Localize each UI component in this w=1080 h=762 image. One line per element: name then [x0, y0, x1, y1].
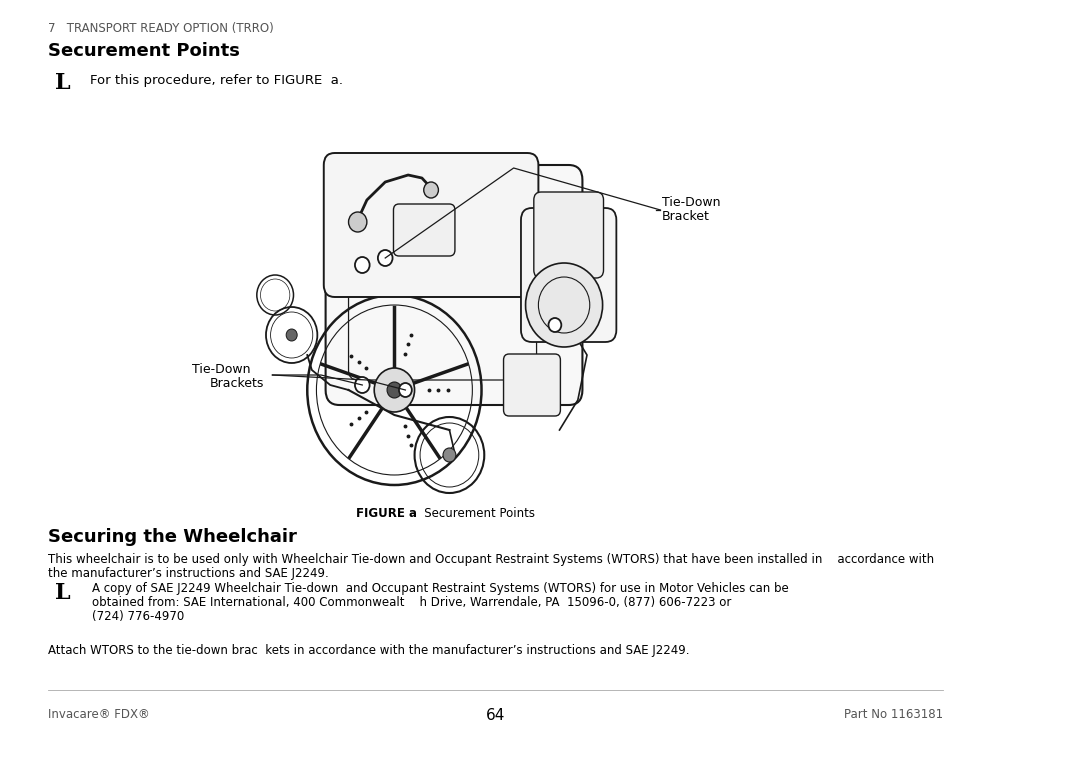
Text: Tie-Down: Tie-Down	[191, 363, 251, 376]
Text: A copy of SAE J2249 Wheelchair Tie-down  and Occupant Restraint Systems (WTORS) : A copy of SAE J2249 Wheelchair Tie-down …	[92, 582, 788, 595]
Text: Tie-Down: Tie-Down	[662, 196, 720, 209]
Circle shape	[423, 182, 438, 198]
Circle shape	[355, 377, 369, 393]
FancyBboxPatch shape	[324, 153, 539, 297]
Circle shape	[378, 250, 392, 266]
Text: 7   TRANSPORT READY OPTION (TRRO): 7 TRANSPORT READY OPTION (TRRO)	[48, 22, 273, 35]
Text: (724) 776-4970: (724) 776-4970	[92, 610, 184, 623]
Circle shape	[387, 382, 402, 398]
Text: L: L	[55, 582, 70, 604]
Text: For this procedure, refer to FIGURE  a.: For this procedure, refer to FIGURE a.	[90, 74, 342, 87]
Text: Securement Points: Securement Points	[413, 507, 535, 520]
FancyBboxPatch shape	[503, 354, 561, 416]
Text: FIGURE a: FIGURE a	[356, 507, 417, 520]
FancyBboxPatch shape	[325, 165, 582, 405]
FancyBboxPatch shape	[521, 208, 617, 342]
Circle shape	[286, 329, 297, 341]
Text: Brackets: Brackets	[210, 377, 265, 390]
Circle shape	[399, 383, 411, 397]
Text: Securing the Wheelchair: Securing the Wheelchair	[48, 528, 297, 546]
Circle shape	[355, 257, 369, 273]
Text: obtained from: SAE International, 400 Commonwealt    h Drive, Warrendale, PA  15: obtained from: SAE International, 400 Co…	[92, 596, 731, 609]
Text: Attach WTORS to the tie-down brac  kets in accordance with the manufacturer’s in: Attach WTORS to the tie-down brac kets i…	[48, 644, 689, 657]
Text: Bracket: Bracket	[662, 210, 710, 223]
Text: 64: 64	[486, 708, 505, 723]
Text: the manufacturer’s instructions and SAE J2249.: the manufacturer’s instructions and SAE …	[48, 567, 328, 580]
Circle shape	[549, 318, 562, 332]
FancyBboxPatch shape	[393, 204, 455, 256]
Text: Part No 1163181: Part No 1163181	[843, 708, 943, 721]
Circle shape	[443, 448, 456, 462]
FancyBboxPatch shape	[534, 192, 604, 278]
Text: This wheelchair is to be used only with Wheelchair Tie-down and Occupant Restrai: This wheelchair is to be used only with …	[48, 553, 934, 566]
Circle shape	[526, 263, 603, 347]
Text: Invacare® FDX®: Invacare® FDX®	[48, 708, 149, 721]
Circle shape	[374, 368, 415, 412]
Circle shape	[349, 212, 367, 232]
Text: Securement Points: Securement Points	[48, 42, 240, 60]
Text: L: L	[55, 72, 70, 94]
